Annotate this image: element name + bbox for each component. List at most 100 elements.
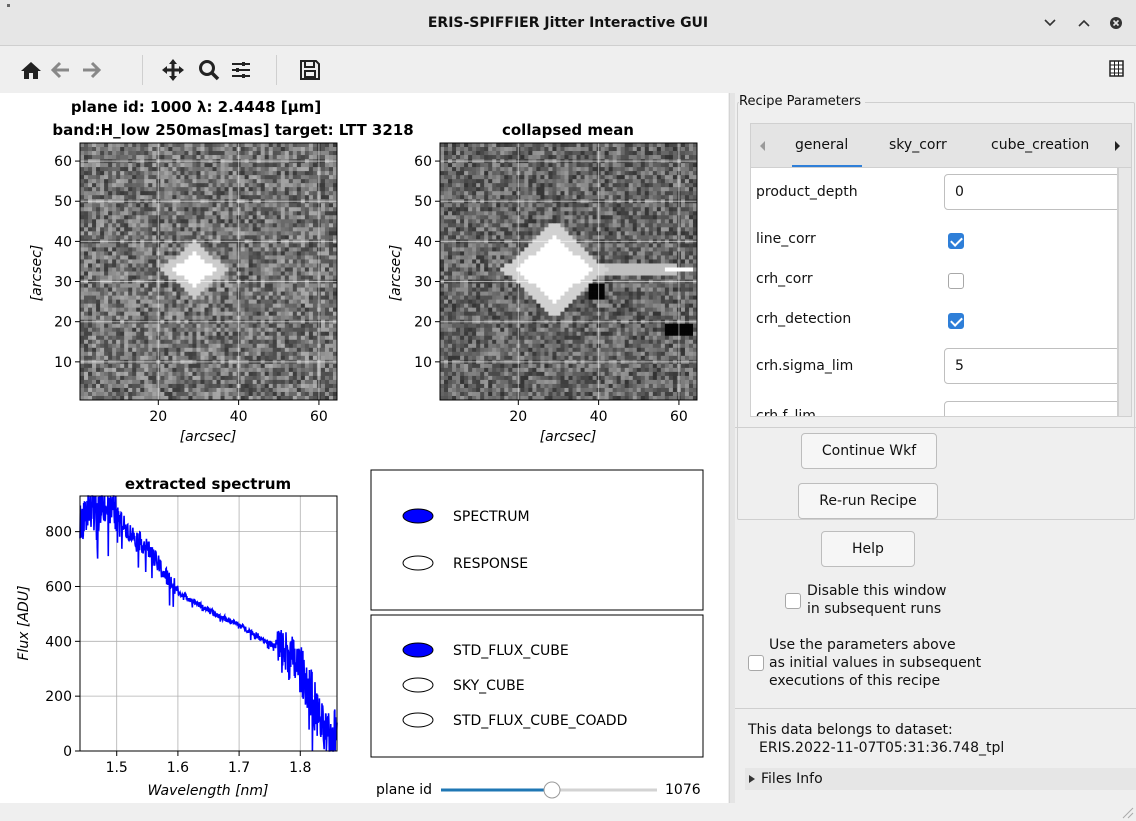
image-pixel — [544, 187, 549, 192]
image-pixel — [100, 387, 105, 393]
image-pixel — [224, 183, 229, 188]
figure-canvas[interactable]: plane id: 1000 λ: 2.4448 [μm] band:H_low… — [0, 93, 728, 803]
image-pixel — [328, 311, 334, 317]
image-pixel — [260, 259, 266, 264]
image-pixel — [228, 363, 233, 369]
image-pixel — [208, 327, 213, 333]
image-pixel — [84, 355, 89, 361]
image-pixel — [528, 191, 533, 196]
image-pixel — [100, 371, 105, 377]
image-pixel — [204, 295, 209, 301]
image-pixel — [276, 287, 282, 292]
image-pixel — [564, 179, 569, 184]
image-pixel — [600, 151, 606, 156]
image-pixel — [104, 295, 109, 301]
image-pixel — [216, 303, 221, 309]
image-pixel — [272, 175, 278, 180]
image-pixel — [192, 207, 197, 212]
image-pixel — [80, 183, 85, 188]
image-pixel — [172, 379, 177, 385]
image-pixel — [224, 243, 229, 248]
image-pixel — [124, 259, 129, 264]
image-pixel — [84, 327, 89, 333]
forward-button[interactable] — [78, 57, 104, 83]
maximize-button[interactable] — [1071, 10, 1097, 36]
image-pixel — [280, 179, 286, 184]
image-pixel — [292, 235, 298, 240]
image-pixel — [260, 203, 266, 208]
image-pixel — [100, 335, 105, 341]
image-pixel — [252, 267, 258, 272]
image-pixel — [624, 151, 630, 156]
image-pixel — [144, 315, 149, 321]
image-pixel — [128, 387, 133, 393]
image-pixel — [192, 335, 197, 341]
coordinates-toggle-button[interactable] — [1108, 59, 1126, 79]
plane-image — [80, 143, 338, 401]
image-pixel — [292, 167, 298, 172]
zoom-button[interactable] — [196, 57, 222, 83]
image-pixel — [184, 271, 189, 276]
image-pixel — [480, 163, 485, 168]
image-pixel — [248, 267, 254, 272]
image-pixel — [96, 143, 101, 148]
image-pixel — [256, 155, 262, 160]
image-pixel — [116, 175, 121, 180]
image-pixel — [508, 163, 513, 168]
image-pixel — [224, 187, 229, 192]
image-pixel — [88, 243, 93, 248]
image-pixel — [260, 151, 266, 156]
image-pixel — [320, 263, 326, 268]
image-pixel — [308, 391, 314, 397]
image-pixel — [644, 175, 650, 180]
home-button[interactable] — [18, 57, 44, 83]
image-pixel — [544, 179, 549, 184]
image-pixel — [244, 255, 250, 260]
image-pixel — [112, 215, 117, 220]
image-pixel — [208, 151, 213, 156]
image-pixel — [120, 335, 125, 341]
image-pixel — [312, 339, 318, 345]
image-pixel — [96, 211, 101, 216]
image-pixel — [184, 219, 189, 224]
image-pixel — [116, 263, 121, 268]
image-pixel — [304, 387, 310, 393]
save-button[interactable] — [297, 57, 323, 83]
image-pixel — [264, 379, 270, 385]
image-pixel — [592, 163, 598, 168]
image-pixel — [252, 347, 258, 353]
close-button[interactable] — [1103, 10, 1129, 36]
image-pixel — [280, 223, 286, 228]
image-pixel — [284, 383, 290, 389]
image-pixel — [128, 219, 133, 224]
image-pixel — [640, 143, 646, 148]
image-pixel — [196, 243, 201, 248]
image-pixel — [216, 347, 221, 353]
image-pixel — [232, 187, 238, 192]
configure-button[interactable] — [228, 57, 254, 83]
back-button[interactable] — [48, 57, 74, 83]
image-pixel — [188, 203, 193, 208]
image-pixel — [252, 343, 258, 349]
image-pixel — [184, 187, 189, 192]
image-pixel — [444, 151, 449, 156]
image-pixel — [212, 335, 217, 341]
image-pixel — [280, 287, 286, 292]
image-pixel — [184, 227, 189, 232]
minimize-button[interactable] — [1037, 10, 1063, 36]
image-pixel — [112, 343, 117, 349]
image-pixel — [332, 291, 338, 296]
image-pixel — [232, 351, 238, 357]
image-pixel — [220, 143, 225, 148]
image-pixel — [132, 227, 137, 232]
image-pixel — [288, 331, 294, 337]
image-pixel — [132, 211, 137, 216]
pan-button[interactable] — [160, 57, 186, 83]
image-pixel — [312, 223, 318, 228]
image-pixel — [84, 187, 89, 192]
image-pixel — [104, 287, 109, 292]
image-pixel — [612, 147, 618, 152]
image-pixel — [652, 171, 658, 176]
image-pixel — [128, 171, 133, 176]
image-pixel — [288, 227, 294, 232]
